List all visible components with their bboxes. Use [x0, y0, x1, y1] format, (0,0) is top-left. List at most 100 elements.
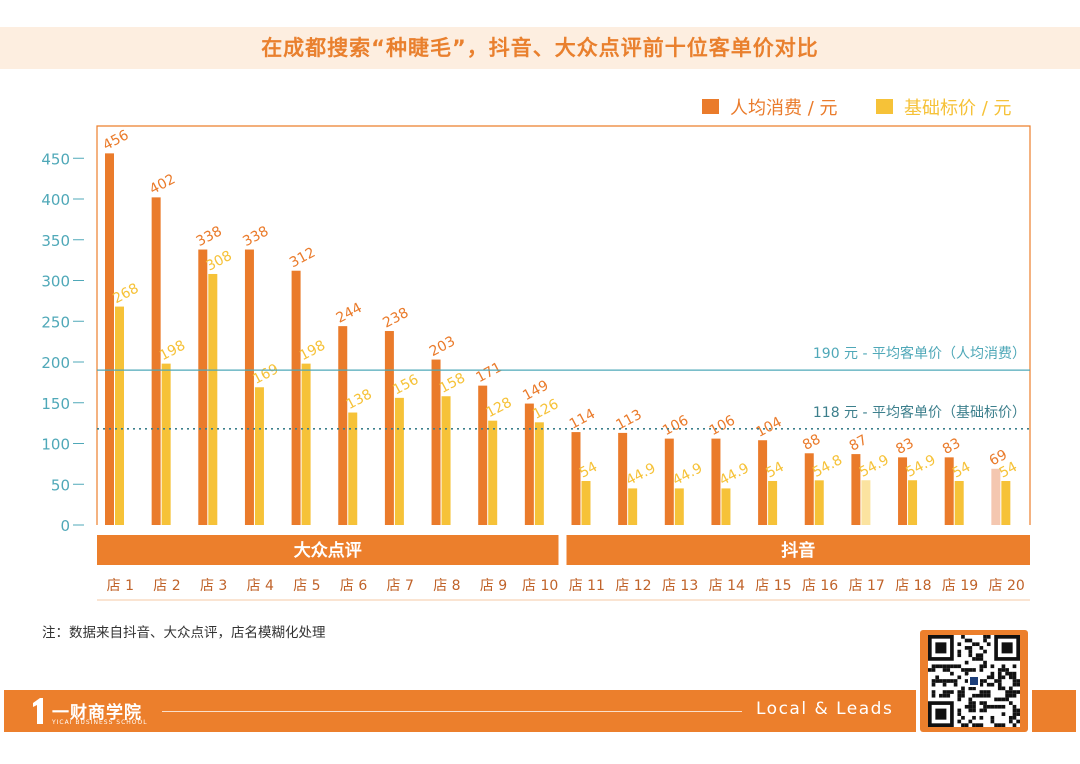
- title-band: 在成都搜索“种睫毛”，抖音、大众点评前十位客单价对比: [0, 27, 1080, 69]
- bar-base-price: [954, 480, 964, 525]
- brand-logo-icon: [33, 698, 43, 724]
- footnote: 注：数据来自抖音、大众点评，店名模糊化处理: [42, 625, 326, 641]
- x-tick-label: 店 20: [989, 578, 1025, 594]
- bar-base-price: [394, 397, 404, 525]
- brand-subtitle: YICAI BUSINESS SCHOOL: [52, 719, 148, 726]
- data-label-avg-spend: 88: [800, 431, 823, 453]
- data-label-avg-spend: 312: [287, 245, 318, 272]
- data-label-avg-spend: 238: [380, 305, 411, 332]
- bar-avg-spend: [618, 432, 628, 525]
- data-label-base-price: 54: [577, 459, 600, 482]
- bar-avg-spend: [758, 440, 768, 525]
- bar-avg-spend: [244, 249, 254, 525]
- y-tick-label: 200: [41, 354, 70, 372]
- y-tick-label: 100: [41, 436, 70, 454]
- chart-title: 在成都搜索“种睫毛”，抖音、大众点评前十位客单价对比: [261, 36, 819, 60]
- bar-base-price: [768, 480, 778, 525]
- y-tick-label: 50: [51, 476, 70, 494]
- bar-avg-spend: [431, 359, 441, 525]
- data-label-base-price: 169: [250, 361, 281, 388]
- reference-label-1: 190 元 - 平均客单价（人均消费）: [813, 345, 1026, 362]
- x-tick-label: 店 13: [662, 578, 698, 594]
- bar-avg-spend: [991, 468, 1001, 525]
- data-label-base-price: 138: [344, 386, 375, 413]
- y-tick-label: 150: [41, 395, 70, 413]
- x-tick-label: 店 17: [849, 578, 885, 594]
- brand-name: 一财商学院: [52, 703, 142, 723]
- data-label-base-price: 54: [763, 459, 786, 482]
- bar-avg-spend: [804, 453, 814, 525]
- bar-avg-spend: [384, 331, 394, 525]
- bar-avg-spend: [851, 454, 861, 525]
- x-tick-label: 店 11: [569, 578, 605, 594]
- group-band-2: [566, 535, 1030, 565]
- group-band-1: [97, 535, 559, 565]
- x-tick-label: 店 6: [340, 578, 367, 594]
- legend-swatch-2: [876, 99, 893, 114]
- data-label-base-price: 44.9: [670, 460, 705, 489]
- data-label-base-price: 268: [110, 280, 141, 307]
- footer-divider: [162, 711, 742, 712]
- bar-base-price: [161, 363, 171, 525]
- bar-base-price: [1001, 480, 1011, 525]
- data-label-avg-spend: 83: [893, 435, 916, 457]
- data-label-avg-spend: 104: [753, 414, 784, 441]
- data-label-avg-spend: 113: [614, 407, 645, 434]
- data-label-base-price: 54.8: [810, 452, 845, 481]
- y-tick-label: 0: [60, 517, 70, 535]
- y-tick-label: 250: [41, 313, 70, 331]
- bar-base-price: [441, 396, 451, 525]
- bar-base-price: [488, 420, 498, 525]
- bar-avg-spend: [944, 457, 954, 525]
- legend-swatch-1: [702, 99, 719, 114]
- x-tick-label: 店 4: [247, 578, 274, 594]
- data-label-base-price: 54.9: [903, 452, 938, 481]
- bar-avg-spend: [198, 249, 208, 525]
- bar-base-price: [721, 488, 731, 525]
- bar-avg-spend: [571, 432, 581, 525]
- bar-avg-spend: [711, 438, 721, 525]
- bar-base-price: [115, 306, 124, 525]
- bar-base-price: [674, 488, 684, 525]
- x-tick-label: 店 8: [433, 578, 460, 594]
- bar-avg-spend: [478, 385, 488, 525]
- reference-label-2: 118 元 - 平均客单价（基础标价）: [813, 404, 1026, 421]
- bar-avg-spend: [105, 153, 114, 526]
- data-label-base-price: 308: [204, 248, 235, 275]
- data-label-base-price: 158: [437, 370, 468, 397]
- legend-label-2: 基础标价 / 元: [904, 98, 1012, 119]
- y-tick-label: 300: [41, 273, 70, 291]
- qr-code-icon[interactable]: [928, 635, 1020, 727]
- data-label-base-price: 198: [157, 337, 188, 364]
- tagline: Local & Leads: [756, 699, 894, 719]
- bar-base-price: [861, 480, 871, 525]
- y-tick-label: 350: [41, 232, 70, 250]
- data-label-base-price: 54: [997, 459, 1020, 482]
- data-label-avg-spend: 171: [474, 359, 505, 386]
- data-label-avg-spend: 338: [240, 223, 271, 250]
- bar-avg-spend: [338, 326, 348, 525]
- chart: 人均消费 / 元 基础标价 / 元 0 50 100 150 200 250 300 350 400…: [41, 98, 1031, 601]
- x-tick-label: 店 10: [522, 578, 558, 594]
- x-tick-label: 店 1: [107, 578, 134, 594]
- data-label-avg-spend: 203: [427, 333, 458, 360]
- data-label-base-price: 156: [390, 372, 421, 399]
- y-tick-label: 400: [41, 191, 70, 209]
- data-label-avg-spend: 244: [334, 300, 365, 327]
- x-tick-label: 店 18: [895, 578, 931, 594]
- bar-base-price: [208, 273, 218, 525]
- data-label-base-price: 54: [950, 459, 973, 482]
- bar-base-price: [814, 480, 824, 525]
- data-label-avg-spend: 83: [940, 435, 963, 457]
- data-label-avg-spend: 402: [147, 171, 178, 198]
- bar-base-price: [301, 363, 311, 525]
- x-tick-label: 店 2: [153, 578, 180, 594]
- group-label-2: 抖音: [781, 540, 815, 561]
- data-label-base-price: 54.9: [857, 452, 892, 481]
- x-tick-label: 店 5: [293, 578, 320, 594]
- bar-base-price: [581, 480, 591, 525]
- bar-base-price: [628, 488, 638, 525]
- qr-code-frame: [920, 630, 1028, 732]
- data-label-avg-spend: 87: [847, 432, 870, 454]
- y-tick-label: 450: [41, 150, 70, 168]
